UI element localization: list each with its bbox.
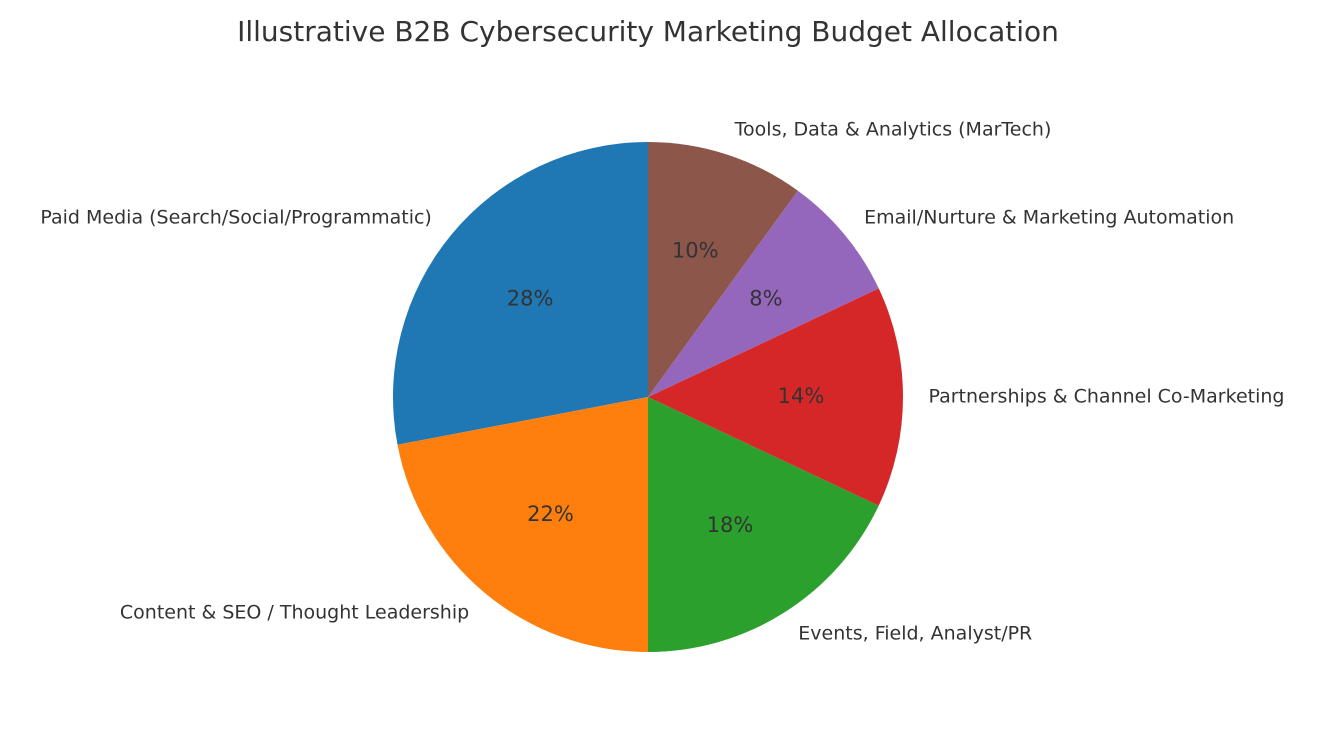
slice-percent-label: 22%: [527, 502, 574, 526]
slice-percent-label: 18%: [707, 513, 754, 537]
pie-slices: [392, 142, 903, 652]
slice-percent-label: 8%: [749, 286, 782, 310]
slice-label: Events, Field, Analyst/PR: [798, 622, 1032, 644]
slice-percent-label: 14%: [778, 384, 825, 408]
pie-slice-email-nurture-marketing-automation: [648, 190, 879, 397]
slice-percent-label: 10%: [672, 238, 719, 262]
slice-label: Partnerships & Channel Co-Marketing: [929, 386, 1285, 408]
pie-slice-content-seo-thought-leadership: [397, 397, 648, 652]
slice-percent-label: 28%: [507, 286, 554, 310]
pie-slice-paid-media-search-social-programmatic: [392, 142, 648, 445]
pie-slice-tools-data-analytics-martech: [648, 142, 798, 397]
pie-labels: Paid Media (Search/Social/Programmatic) 2…: [40, 119, 1284, 645]
slice-label: Email/Nurture & Marketing Automation: [864, 207, 1234, 229]
slice-label: Tools, Data & Analytics (MarTech): [734, 119, 1052, 141]
slice-label: Paid Media (Search/Social/Programmatic): [40, 207, 431, 229]
chart-title: Illustrative B2B Cybersecurity Marketing…: [237, 15, 1059, 48]
pie-slice-events-field-analyst-pr: [648, 397, 879, 652]
slice-label: Content & SEO / Thought Leadership: [120, 602, 469, 624]
pie-slice-partnerships-channel-co-marketing: [648, 288, 903, 506]
